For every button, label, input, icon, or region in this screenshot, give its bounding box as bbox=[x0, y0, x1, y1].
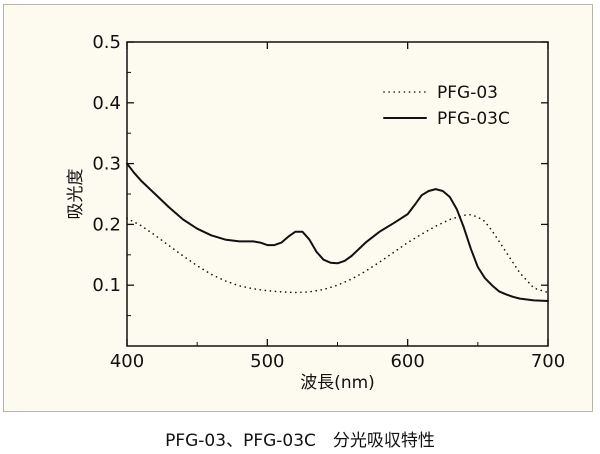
y-tick-label: 0.5 bbox=[92, 32, 121, 53]
figure-caption: PFG-03、PFG-03C 分光吸収特性 bbox=[165, 431, 435, 451]
legend-label: PFG-03 bbox=[437, 83, 498, 103]
legend-label: PFG-03C bbox=[437, 109, 510, 129]
y-axis-title: 吸光度 bbox=[66, 169, 86, 220]
x-axis-title: 波長(nm) bbox=[300, 373, 375, 393]
x-tick-label: 400 bbox=[110, 351, 144, 372]
series-line-pfg-03c bbox=[126, 162, 549, 302]
chart-panel bbox=[3, 4, 593, 412]
x-tick-label: 700 bbox=[531, 351, 565, 372]
y-tick-label: 0.1 bbox=[92, 275, 121, 296]
series-line-pfg-03 bbox=[126, 213, 549, 294]
y-tick-label: 0.4 bbox=[92, 93, 121, 114]
x-tick-label: 600 bbox=[390, 351, 424, 372]
y-tick-label: 0.2 bbox=[92, 214, 121, 235]
x-tick-label: 500 bbox=[250, 351, 284, 372]
y-tick-label: 0.3 bbox=[92, 154, 121, 175]
